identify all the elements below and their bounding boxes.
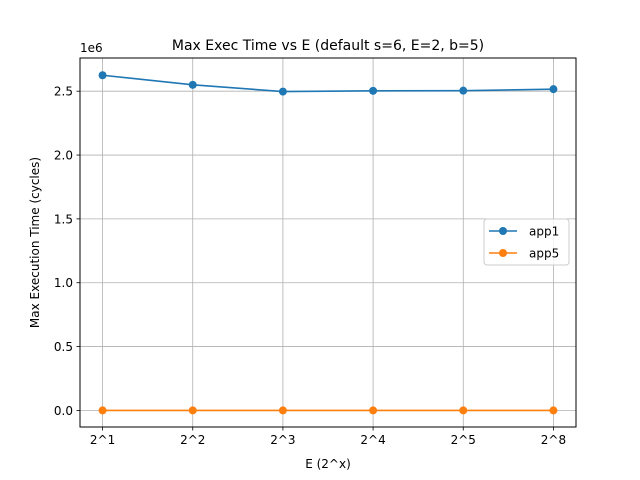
legend-label-app1: app1 [529, 225, 559, 239]
data-point-app5 [549, 406, 558, 415]
y-offset-label: 1e6 [80, 41, 103, 55]
data-point-app1 [98, 71, 107, 80]
y-tick-label: 0.0 [54, 404, 73, 418]
chart-title: Max Exec Time vs E (default s=6, E=2, b=… [172, 38, 484, 54]
series-line-app1 [102, 74, 554, 93]
plot-frame [79, 57, 577, 428]
series-layer [98, 71, 558, 415]
y-tick-label: 0.5 [54, 340, 73, 354]
legend-marker-app5 [499, 249, 507, 257]
y-tick-label: 2.5 [54, 85, 73, 99]
x-tick-label: 2^3 [270, 433, 295, 447]
y-tick-label: 2.0 [54, 149, 73, 163]
data-point-app5 [278, 406, 287, 415]
x-tick-label: 2^1 [90, 433, 115, 447]
data-point-app5 [369, 406, 378, 415]
y-tick-label: 1.0 [54, 276, 73, 290]
legend: app1 app5 [483, 218, 570, 266]
x-tick-label: 2^2 [180, 433, 205, 447]
data-point-app5 [459, 406, 468, 415]
data-point-app1 [459, 86, 468, 95]
x-tick-label: 2^8 [541, 433, 566, 447]
y-tick-label: 1.5 [54, 212, 73, 226]
data-point-app1 [369, 86, 378, 95]
y-axis-ticks: 0.0 0.5 1.0 1.5 2.0 2.5 [54, 85, 80, 418]
x-tick-label: 2^4 [360, 433, 385, 447]
data-point-app1 [549, 85, 558, 94]
data-point-app1 [188, 80, 197, 89]
data-point-app5 [98, 406, 107, 415]
legend-label-app5: app5 [529, 247, 559, 261]
x-tick-label: 2^5 [451, 433, 476, 447]
data-point-app1 [278, 87, 287, 96]
x-axis-ticks: 2^1 2^2 2^3 2^4 2^5 2^8 [90, 427, 566, 447]
data-point-app5 [188, 406, 197, 415]
y-axis-label: Max Execution Time (cycles) [28, 157, 42, 328]
legend-marker-app1 [499, 227, 507, 235]
x-axis-label: E (2^x) [305, 457, 351, 471]
